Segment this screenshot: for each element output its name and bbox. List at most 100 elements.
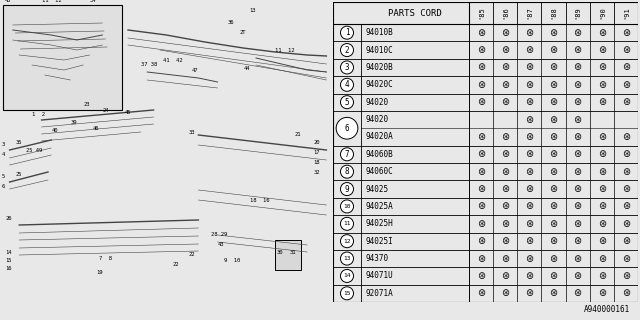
Circle shape xyxy=(340,287,353,300)
Text: 11  12: 11 12 xyxy=(275,47,294,52)
Text: ⊛: ⊛ xyxy=(549,80,557,90)
Text: ⊛: ⊛ xyxy=(549,236,557,246)
Circle shape xyxy=(340,148,353,161)
Text: ⊛: ⊛ xyxy=(573,97,582,107)
Text: ⊛: ⊛ xyxy=(525,184,533,194)
Text: ⊛: ⊛ xyxy=(477,97,485,107)
Text: 94025I: 94025I xyxy=(365,237,393,246)
Text: ⊛: ⊛ xyxy=(598,167,606,177)
Text: ⊛: ⊛ xyxy=(622,62,630,72)
Text: ⊛: ⊛ xyxy=(549,201,557,212)
Text: 22: 22 xyxy=(173,262,179,268)
Text: 13: 13 xyxy=(343,256,351,261)
Text: 94060C: 94060C xyxy=(365,167,393,176)
Text: 6: 6 xyxy=(345,124,349,133)
Text: 1: 1 xyxy=(345,28,349,37)
Text: '85: '85 xyxy=(478,7,484,20)
Text: 46: 46 xyxy=(93,125,99,131)
Text: ⊛: ⊛ xyxy=(598,97,606,107)
Text: 94060B: 94060B xyxy=(365,150,393,159)
Text: 28 29: 28 29 xyxy=(211,233,227,237)
Circle shape xyxy=(340,44,353,57)
Text: 14: 14 xyxy=(5,250,12,254)
Text: ⊛: ⊛ xyxy=(525,201,533,212)
Text: ⊛: ⊛ xyxy=(525,28,533,38)
Circle shape xyxy=(340,235,353,248)
Text: ⊛: ⊛ xyxy=(598,45,606,55)
Circle shape xyxy=(340,269,353,283)
Circle shape xyxy=(340,217,353,230)
Text: ⊛: ⊛ xyxy=(622,236,630,246)
Text: 37 38: 37 38 xyxy=(141,62,157,68)
Text: ⊛: ⊛ xyxy=(598,288,606,298)
Text: ⊛: ⊛ xyxy=(573,115,582,124)
Text: ⊛: ⊛ xyxy=(501,236,509,246)
Text: ⊛: ⊛ xyxy=(501,184,509,194)
Text: ⊛: ⊛ xyxy=(598,80,606,90)
Text: ⊛: ⊛ xyxy=(525,45,533,55)
Text: ⊛: ⊛ xyxy=(501,132,509,142)
Text: ⊛: ⊛ xyxy=(573,45,582,55)
Text: ⊛: ⊛ xyxy=(622,80,630,90)
Text: ⊛: ⊛ xyxy=(573,271,582,281)
Text: ⊛: ⊛ xyxy=(525,271,533,281)
Text: ⊛: ⊛ xyxy=(622,149,630,159)
Text: 45: 45 xyxy=(125,109,131,115)
Text: 2T: 2T xyxy=(240,29,246,35)
Text: 20: 20 xyxy=(314,140,320,145)
Text: ⊛: ⊛ xyxy=(573,253,582,264)
Bar xyxy=(3,5,122,110)
Text: 47: 47 xyxy=(192,68,198,73)
Text: ⊛: ⊛ xyxy=(549,115,557,124)
Text: ⊛: ⊛ xyxy=(477,149,485,159)
Text: ⊛: ⊛ xyxy=(501,45,509,55)
Text: 7  8: 7 8 xyxy=(99,255,112,260)
Text: 44: 44 xyxy=(243,66,250,70)
Text: ⊛: ⊛ xyxy=(501,253,509,264)
Text: ⊛: ⊛ xyxy=(477,62,485,72)
Text: ⊛: ⊛ xyxy=(598,149,606,159)
Circle shape xyxy=(340,61,353,74)
Text: 94020: 94020 xyxy=(365,115,388,124)
Text: 17: 17 xyxy=(314,149,320,155)
Text: 94010C: 94010C xyxy=(365,45,393,55)
Text: ⊛: ⊛ xyxy=(573,132,582,142)
Text: ⊛: ⊛ xyxy=(525,80,533,90)
Text: ⊛: ⊛ xyxy=(525,97,533,107)
Text: 23: 23 xyxy=(83,102,90,108)
Text: ⊛: ⊛ xyxy=(549,149,557,159)
Text: 2: 2 xyxy=(345,45,349,55)
Text: ⊛: ⊛ xyxy=(622,201,630,212)
Text: A940000161: A940000161 xyxy=(584,305,630,314)
Text: ⊛: ⊛ xyxy=(573,28,582,38)
Text: ⊛: ⊛ xyxy=(598,219,606,229)
Text: ⊛: ⊛ xyxy=(549,97,557,107)
Text: 35: 35 xyxy=(16,140,22,145)
Text: ⊛: ⊛ xyxy=(573,201,582,212)
Text: ⊛: ⊛ xyxy=(525,236,533,246)
Circle shape xyxy=(340,26,353,39)
Text: ⊛: ⊛ xyxy=(549,132,557,142)
Circle shape xyxy=(340,165,353,178)
Circle shape xyxy=(340,200,353,213)
Text: ⊛: ⊛ xyxy=(598,201,606,212)
Text: ⊛: ⊛ xyxy=(501,62,509,72)
Text: ⊛: ⊛ xyxy=(622,28,630,38)
Text: ⊛: ⊛ xyxy=(501,97,509,107)
Text: ⊛: ⊛ xyxy=(598,132,606,142)
Text: ⊛: ⊛ xyxy=(622,97,630,107)
Text: ⊛: ⊛ xyxy=(622,132,630,142)
Text: ⊛: ⊛ xyxy=(573,288,582,298)
Text: 15: 15 xyxy=(5,258,12,262)
Text: ⊛: ⊛ xyxy=(501,288,509,298)
Text: 8: 8 xyxy=(345,167,349,176)
Text: 11  12: 11 12 xyxy=(42,0,61,3)
Text: 36: 36 xyxy=(227,20,234,26)
Text: ⊛: ⊛ xyxy=(501,28,509,38)
Text: ⊛: ⊛ xyxy=(477,288,485,298)
Text: 18  16: 18 16 xyxy=(250,197,269,203)
Text: ⊛: ⊛ xyxy=(525,149,533,159)
Circle shape xyxy=(340,252,353,265)
Text: ⊛: ⊛ xyxy=(598,236,606,246)
Text: 45: 45 xyxy=(5,0,12,3)
